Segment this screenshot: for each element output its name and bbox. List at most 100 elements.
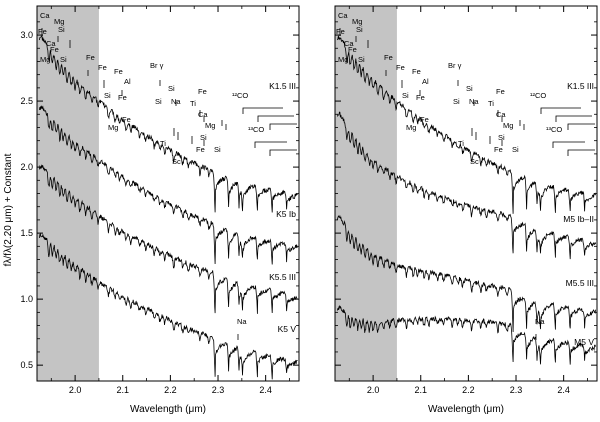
line-label: Si <box>498 133 505 142</box>
x-tick-label: 2.4 <box>557 385 570 395</box>
co-bandhead-bracket <box>540 107 581 114</box>
y-axis-label: fλ/fλ(2.20 μm) + Constant <box>3 153 14 266</box>
line-label: Fe <box>496 87 505 96</box>
line-label: Si <box>466 84 473 93</box>
co-bandhead-bracket <box>242 107 283 114</box>
line-label: Ca <box>198 110 208 119</box>
line-label: Ti <box>190 99 196 108</box>
line-label: Fe <box>122 115 131 124</box>
line-label: Mg <box>352 17 362 26</box>
spectrum-series <box>337 214 596 333</box>
x-tick-label: 2.3 <box>212 385 225 395</box>
spectrum-series <box>337 305 596 365</box>
line-label: Si <box>512 145 519 154</box>
line-label: Si <box>168 84 175 93</box>
y-tick-label: 0.5 <box>20 360 33 370</box>
series-label: M5 V <box>574 337 594 347</box>
line-label: Mg <box>503 121 513 130</box>
line-label: Si <box>60 55 67 64</box>
spectrum-series <box>39 105 298 265</box>
line-label: Fe <box>114 67 123 76</box>
line-label: Si <box>356 25 363 34</box>
co-bandhead-bracket <box>257 115 294 122</box>
line-label: Fe <box>412 67 421 76</box>
line-label: Na <box>535 317 545 326</box>
spectrum-series <box>39 233 298 380</box>
line-label: Si <box>402 91 409 100</box>
x-tick-label: 2.2 <box>164 385 177 395</box>
line-label: Si <box>214 145 221 154</box>
series-label: M5.5 III <box>566 278 594 288</box>
shaded-region <box>37 6 99 381</box>
line-label: Ca <box>344 39 354 48</box>
line-label: ¹²CO <box>232 91 248 100</box>
line-label: Mg <box>205 121 215 130</box>
line-label: Ti <box>160 139 166 148</box>
line-label: Sc <box>470 157 479 166</box>
line-label: Ca <box>496 110 506 119</box>
y-tick-label: 1.0 <box>20 294 33 304</box>
line-label: Na <box>237 317 247 326</box>
series-label: K1.5 III <box>269 81 296 91</box>
line-label: Mg <box>338 55 348 64</box>
series-label: M5 Ib–II <box>563 214 594 224</box>
co-bandhead-bracket <box>254 141 287 148</box>
line-label: Ti <box>458 139 464 148</box>
right-panel: 2.0 2.1 2.2 2.3 2.4 Wavelength (μm) K1.5 III M5… <box>334 5 598 415</box>
x-axis-label: Wavelength (μm) <box>428 404 504 415</box>
line-label: Sc <box>172 157 181 166</box>
line-label: Ca <box>338 11 348 20</box>
line-label: Si <box>58 25 65 34</box>
line-label: Al <box>124 77 131 86</box>
line-label: ¹³CO <box>248 125 264 134</box>
x-axis-label: Wavelength (μm) <box>130 404 206 415</box>
y-tick-label: 3.0 <box>20 30 33 40</box>
line-label: Fe <box>198 87 207 96</box>
series-label: K5.5 III <box>269 272 296 282</box>
line-label: Fe <box>118 93 127 102</box>
line-label: Br γ <box>150 61 164 70</box>
x-tick-label: 2.2 <box>462 385 475 395</box>
co-bandhead-bracket <box>269 149 297 156</box>
line-label: Ti <box>488 99 494 108</box>
line-label: ¹³CO <box>546 125 562 134</box>
y-tick-label: 2.0 <box>20 162 33 172</box>
spectrum-series <box>337 111 596 260</box>
line-label: Mg <box>40 55 50 64</box>
series-label: K1.5 III <box>567 81 594 91</box>
line-label: Br γ <box>448 61 462 70</box>
y-tick-label: 1.5 <box>20 228 33 238</box>
x-tick-label: 2.0 <box>69 385 82 395</box>
line-label: Mg <box>54 17 64 26</box>
line-label: Fe <box>384 53 393 62</box>
line-label: Fe <box>420 115 429 124</box>
left-panel: 2.0 2.1 2.2 2.3 2.4 0.5 1.0 1.5 2.0 2.5 3.0 Wavelen… <box>20 5 300 415</box>
line-label: Fe <box>396 63 405 72</box>
co-bandhead-bracket <box>567 123 595 130</box>
line-label: ¹²CO <box>530 91 546 100</box>
line-label: Al <box>422 77 429 86</box>
line-label: Si <box>358 55 365 64</box>
line-label: Ca <box>40 11 50 20</box>
spectrum-series <box>39 164 298 314</box>
x-tick-label: 2.1 <box>414 385 427 395</box>
line-label: Si <box>104 91 111 100</box>
line-label: Fe <box>86 53 95 62</box>
x-tick-label: 2.3 <box>510 385 523 395</box>
line-label: Fe <box>416 93 425 102</box>
line-label: Si <box>155 97 162 106</box>
line-label: Si <box>200 133 207 142</box>
line-label: Fe <box>50 45 59 54</box>
y-tick-label: 2.5 <box>20 96 33 106</box>
shaded-region <box>335 6 397 381</box>
spectrum-series <box>337 35 596 214</box>
line-label: Fe <box>348 45 357 54</box>
x-tick-label: 2.0 <box>367 385 380 395</box>
line-label: Fe <box>98 63 107 72</box>
co-bandhead-bracket <box>269 123 297 130</box>
spectrum-series <box>39 34 298 213</box>
line-label: Fe <box>196 145 205 154</box>
line-label: Ca <box>46 39 56 48</box>
